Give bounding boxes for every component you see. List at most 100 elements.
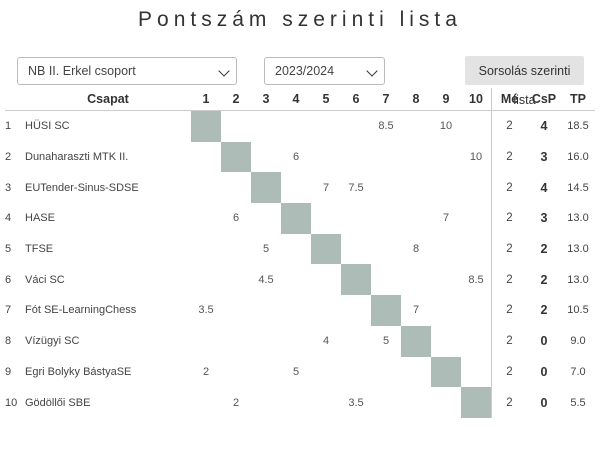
header-round: 4: [281, 88, 311, 111]
matches-played-cell: 2: [491, 264, 527, 296]
rank-cell: 1: [5, 120, 12, 133]
result-cell: 10: [469, 151, 483, 164]
result-cell: [341, 203, 371, 234]
result-cell: [431, 387, 461, 418]
team-points-cell: 3: [540, 150, 548, 165]
result-cell: [401, 387, 431, 418]
header-round: 9: [431, 88, 461, 111]
rank-cell: 6: [5, 273, 12, 286]
team-name: EUTender-Sinus-SDSE: [25, 181, 139, 194]
self-match-cell: [281, 203, 311, 234]
result-cell: [191, 387, 221, 418]
self-match-cell: [251, 172, 281, 204]
season-select[interactable]: 2023/2024: [264, 57, 385, 85]
result-cell: [221, 295, 251, 326]
draw-order-list-button[interactable]: Sorsolás szerinti lista: [465, 56, 584, 107]
result-cell: 4: [322, 335, 330, 348]
rank-cell: 9: [5, 365, 12, 378]
result-cell: [371, 142, 401, 173]
board-points-cell: 10.5: [567, 304, 589, 317]
board-points-cell: 13.0: [567, 273, 589, 286]
team-name: Váci SC: [25, 273, 65, 286]
rank-cell: 4: [5, 212, 12, 225]
result-cell: 3.5: [348, 396, 364, 409]
result-cell: 8: [412, 243, 420, 256]
result-cell: [341, 234, 371, 265]
team-points-cell: 3: [540, 211, 548, 226]
header-me: Mé: [491, 88, 527, 111]
matches-played-cell: 2: [491, 203, 527, 234]
board-points-cell: 13.0: [567, 243, 589, 256]
result-cell: [371, 264, 401, 295]
table-row: 1 HÜSI SC 8.5 10 2 4 18.5: [5, 110, 595, 142]
chevron-down-icon: [218, 65, 230, 77]
team-name: Fót SE-LearningChess: [25, 304, 137, 317]
result-cell: [401, 264, 431, 295]
result-cell: [191, 326, 221, 357]
team-name: Egri Bolyky BástyaSE: [25, 365, 132, 378]
result-cell: [251, 387, 281, 418]
self-match-cell: [341, 264, 371, 296]
matches-played-cell: 2: [491, 233, 527, 265]
result-cell: [251, 295, 281, 326]
team-points-cell: 0: [540, 364, 548, 379]
result-cell: [191, 142, 221, 173]
header-round: 5: [311, 88, 341, 111]
result-cell: [281, 295, 311, 326]
table-row: 8 Vízügyi SC 4 5 2 0 9.0: [5, 325, 595, 357]
result-cell: [251, 203, 281, 234]
result-cell: 7: [412, 304, 420, 317]
result-cell: [461, 357, 492, 388]
result-cell: 2: [232, 396, 240, 409]
result-cell: [341, 357, 371, 388]
self-match-cell: [371, 295, 401, 326]
board-points-cell: 14.5: [567, 181, 589, 194]
group-select-value: NB II. Erkel csoport: [28, 64, 136, 78]
header-round: 10: [461, 88, 492, 111]
table-row: 9 Egri Bolyky BástyaSE 2 5 2 0 7.0: [5, 356, 595, 388]
header-tp: TP: [561, 88, 595, 111]
matches-played-cell: 2: [491, 295, 527, 326]
result-cell: [461, 295, 492, 326]
result-cell: 4.5: [258, 273, 274, 286]
header-round: 1: [191, 88, 221, 111]
self-match-cell: [401, 325, 431, 357]
result-cell: [401, 111, 431, 142]
result-cell: 6: [232, 212, 240, 225]
result-cell: [221, 234, 251, 265]
result-cell: 2: [202, 365, 210, 378]
result-cell: [281, 387, 311, 418]
result-cell: [191, 203, 221, 234]
header-round: 7: [371, 88, 401, 111]
result-cell: 5: [262, 243, 270, 256]
result-cell: [281, 111, 311, 142]
result-cell: [401, 357, 431, 388]
result-cell: [371, 387, 401, 418]
result-cell: 10: [439, 120, 453, 133]
self-match-cell: [221, 141, 251, 173]
team-points-cell: 4: [540, 180, 548, 195]
result-cell: 8.5: [468, 273, 484, 286]
team-name: HASE: [25, 212, 55, 225]
result-cell: [461, 111, 492, 142]
table-row: 5 TFSE 5 8 2 2 13.0: [5, 233, 595, 265]
table-row: 7 Fót SE-LearningChess 3.5 7 2 2 10.5: [5, 295, 595, 326]
table-row: 2 Dunaharaszti MTK II. 6 10 2 3 16.0: [5, 141, 595, 173]
result-cell: [311, 295, 341, 326]
result-cell: [431, 264, 461, 295]
board-points-cell: 7.0: [570, 365, 586, 378]
result-cell: [341, 295, 371, 326]
result-cell: 8.5: [378, 120, 394, 133]
team-name: Dunaharaszti MTK II.: [25, 151, 129, 164]
self-match-cell: [461, 387, 492, 418]
result-cell: [281, 326, 311, 357]
result-cell: [341, 142, 371, 173]
result-cell: [191, 264, 221, 295]
rank-cell: 7: [5, 304, 12, 317]
team-name: Vízügyi SC: [25, 335, 80, 348]
group-select[interactable]: NB II. Erkel csoport: [17, 57, 237, 85]
self-match-cell: [191, 110, 221, 142]
result-cell: [371, 172, 401, 203]
result-cell: [371, 357, 401, 388]
header-round: 2: [221, 88, 251, 111]
